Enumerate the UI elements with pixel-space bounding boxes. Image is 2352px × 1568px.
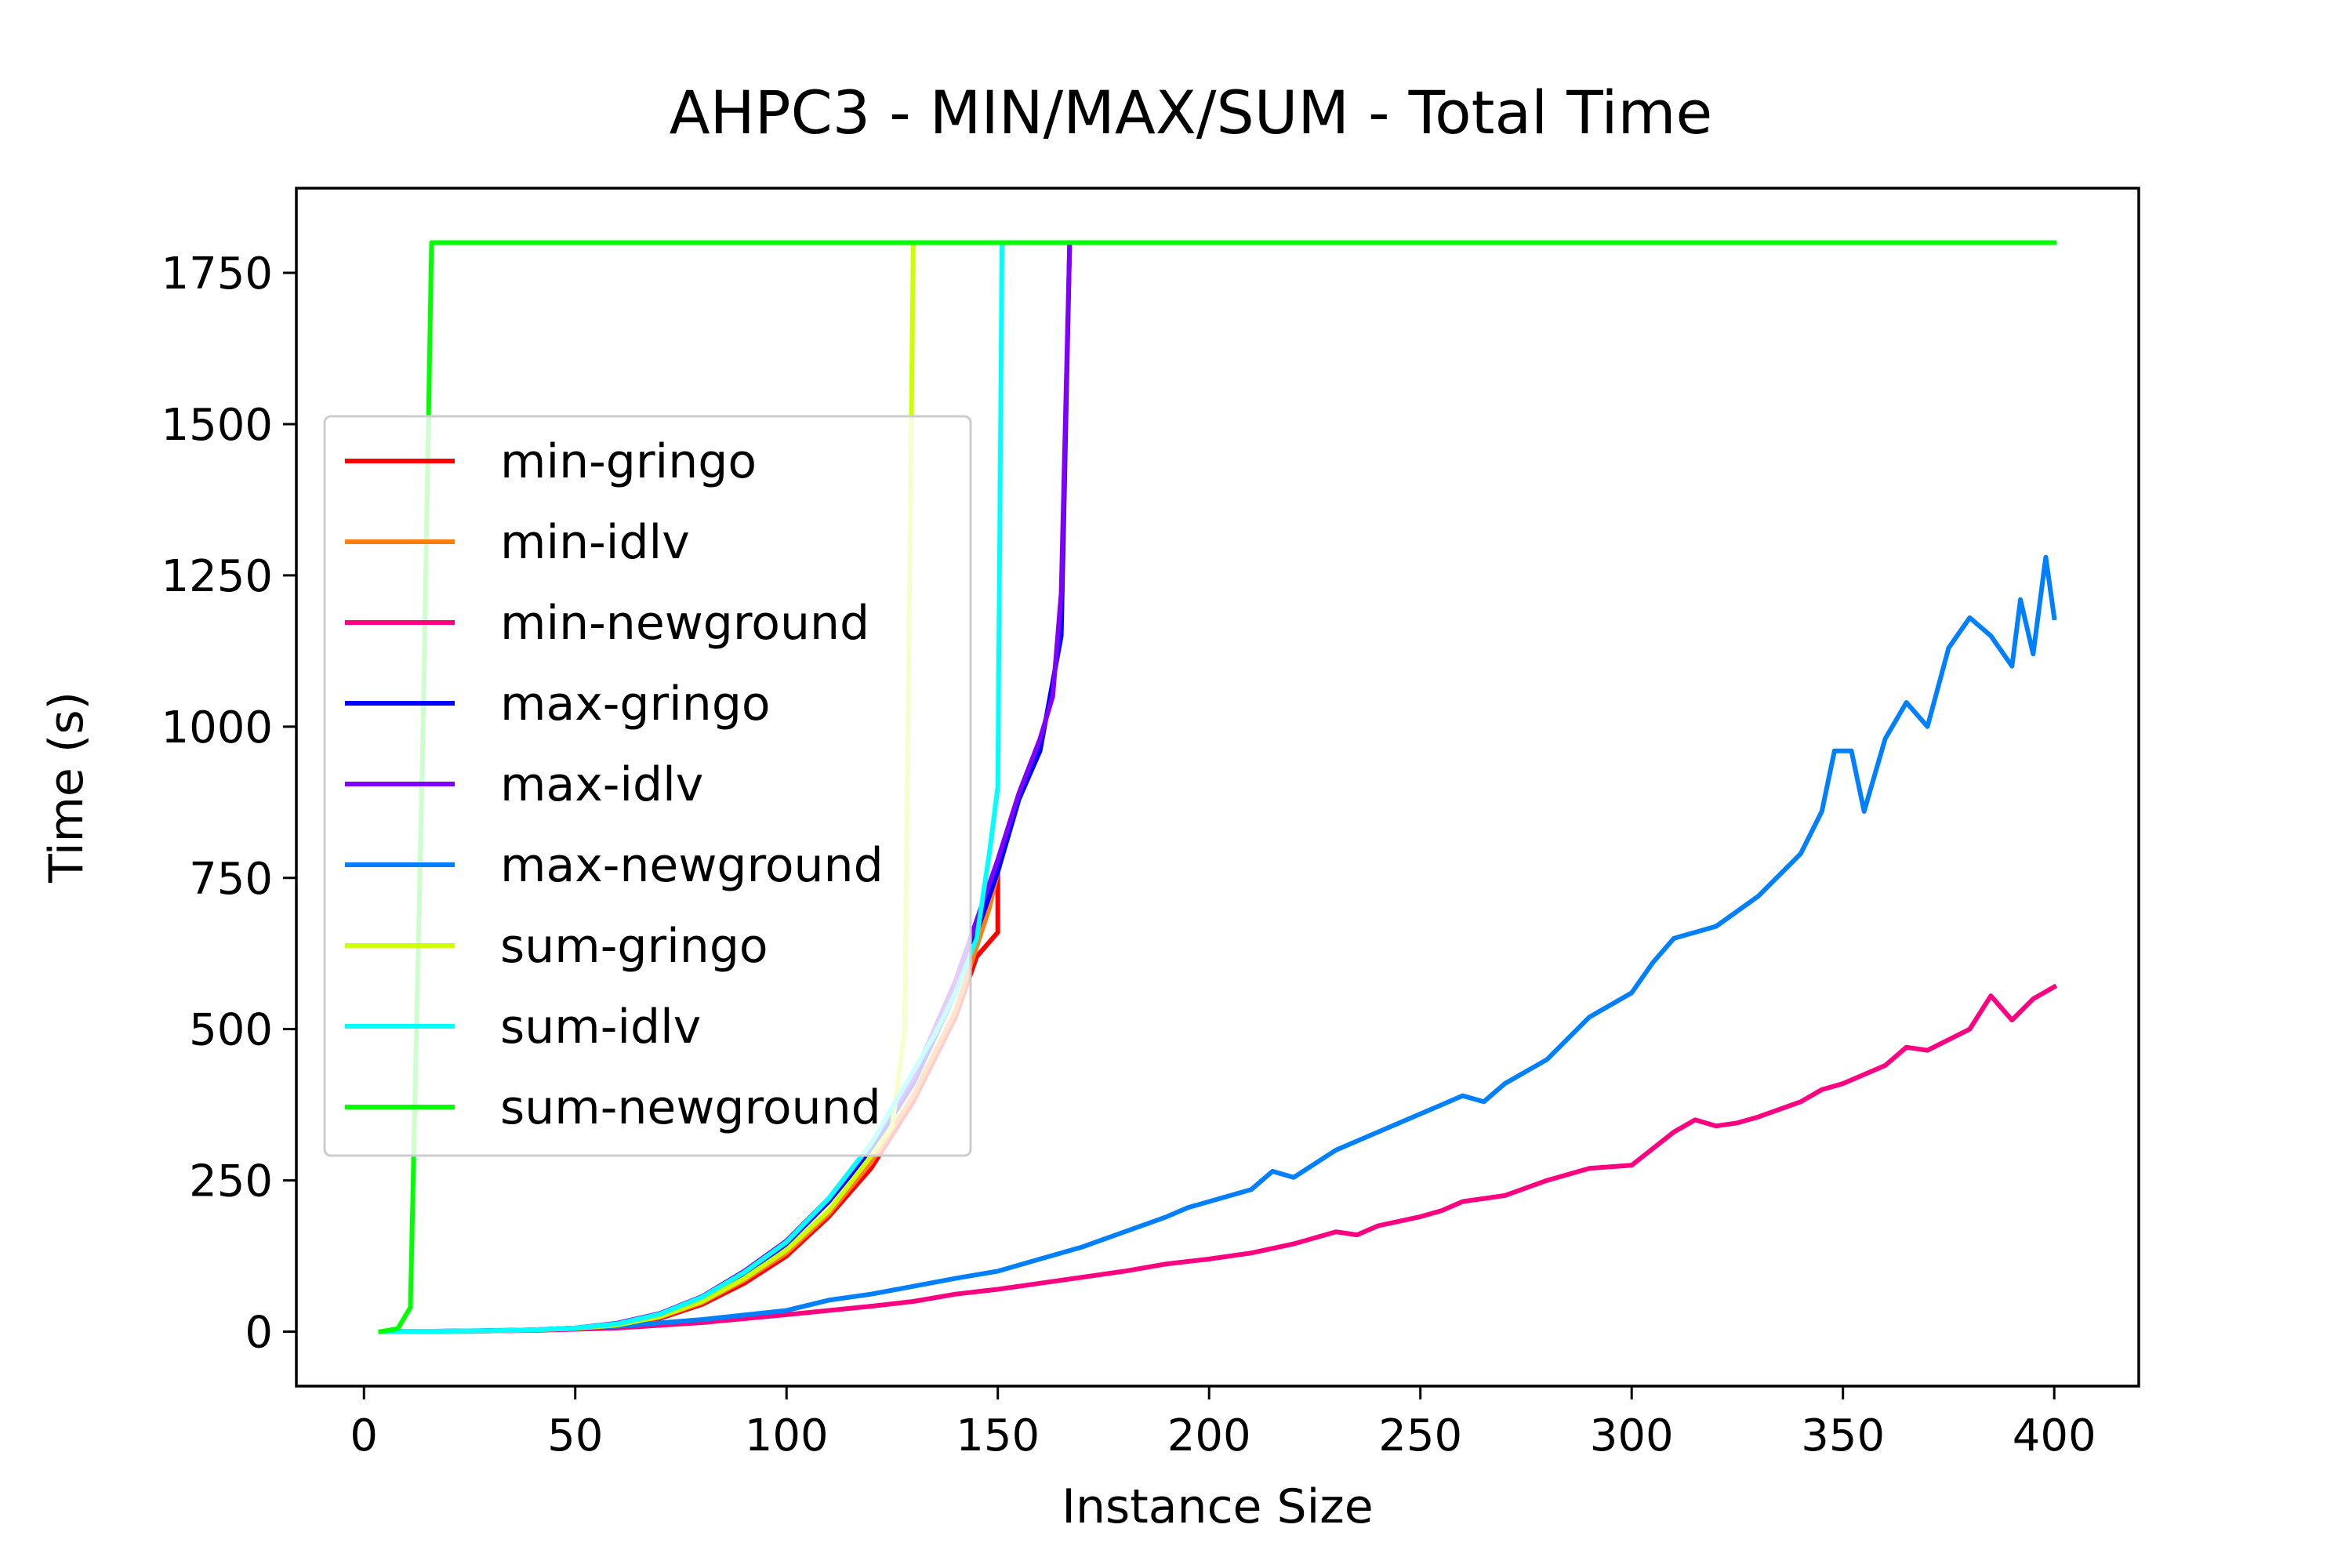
y-tick-label: 250 (189, 1156, 273, 1207)
y-tick-label: 500 (189, 1005, 273, 1056)
legend-box (323, 415, 972, 1157)
legend-label-max-idlv: max-idlv (500, 757, 703, 812)
series-line-sum-idlv (378, 240, 1005, 1334)
legend-label-sum-newground: sum-newground (500, 1080, 881, 1135)
legend-label-sum-idlv: sum-idlv (500, 1000, 701, 1054)
y-tick-label: 1750 (161, 249, 273, 299)
legend-label-max-newground: max-newground (500, 838, 884, 893)
plot-frame (295, 187, 2140, 1388)
legend-label-min-idlv: min-idlv (500, 515, 690, 570)
y-tick-label: 0 (245, 1308, 273, 1359)
legend-label-sum-gringo: sum-gringo (500, 919, 768, 974)
series-line-max-newground (378, 554, 2057, 1334)
y-tick-label: 1000 (161, 702, 273, 753)
legend: min-gringo min-idlv min-newground max-gring… (323, 415, 972, 1157)
legend-label-min-newground: min-newground (500, 596, 869, 651)
x-tick-label: 150 (956, 1410, 1040, 1461)
y-tick-label: 1250 (161, 551, 273, 602)
chart-title: AHPC3 - MIN/MAX/SUM - Total Time (670, 78, 1713, 147)
legend-label-max-gringo: max-gringo (500, 677, 771, 731)
x-tick-label: 350 (1801, 1410, 1885, 1461)
x-tick-label: 400 (2013, 1410, 2096, 1461)
x-tick-label: 200 (1167, 1410, 1251, 1461)
x-tick-label: 50 (547, 1410, 603, 1461)
y-axis-title: Time (s) (39, 691, 94, 884)
x-tick-label: 250 (1378, 1410, 1462, 1461)
x-tick-label: 0 (350, 1410, 378, 1461)
series-line-min-newground (378, 983, 2058, 1334)
y-tick-label: 1500 (161, 400, 273, 451)
y-axis: 0 250 500 750 1000 1250 1500 1750 (161, 249, 296, 1359)
x-axis: 0 50 100 150 200 250 300 350 400 (350, 1386, 2096, 1461)
x-axis-title: Instance Size (1062, 1479, 1373, 1534)
x-tick-label: 300 (1590, 1410, 1674, 1461)
legend-label-min-gringo: min-gringo (500, 434, 757, 489)
x-tick-label: 100 (745, 1410, 829, 1461)
y-tick-label: 750 (189, 854, 273, 905)
